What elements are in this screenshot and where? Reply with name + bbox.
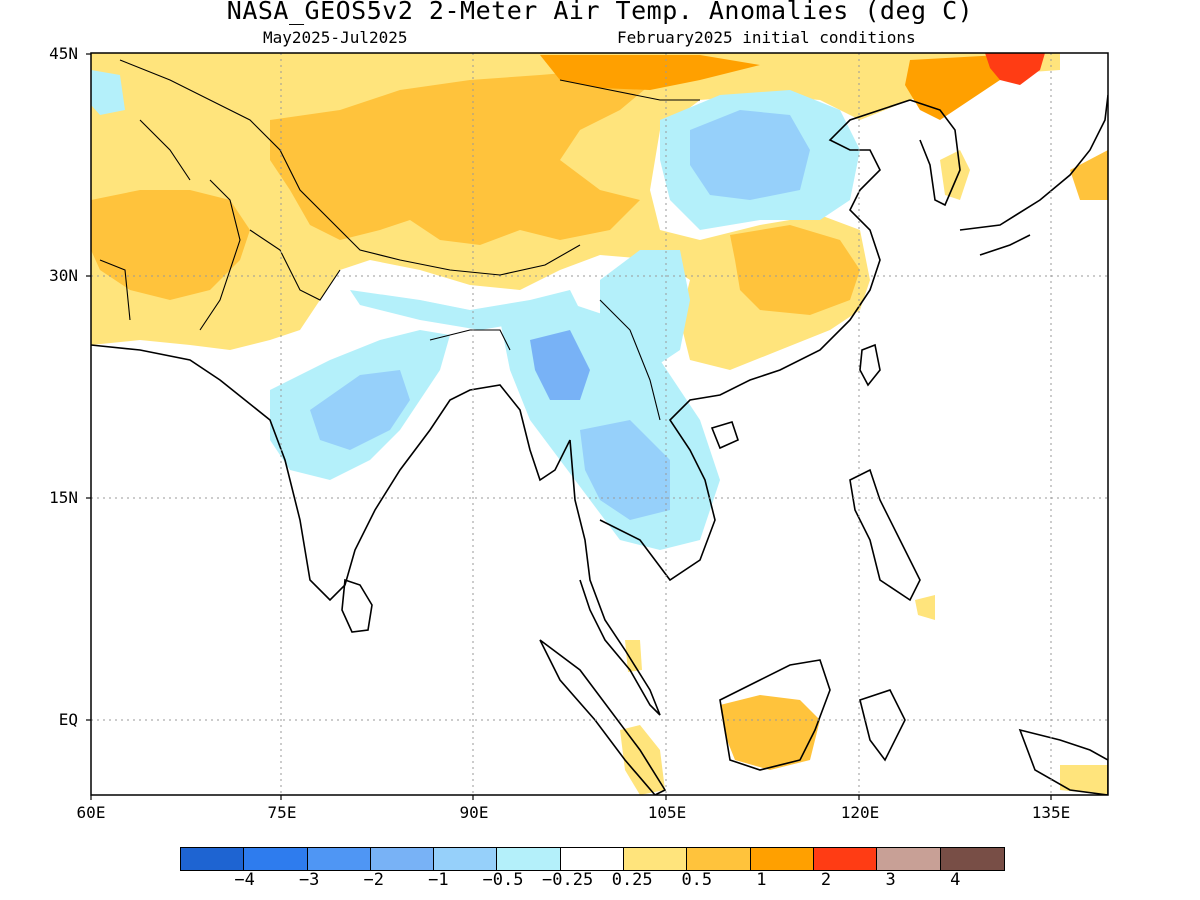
hainan xyxy=(710,421,739,450)
colorbar-swatch-11 xyxy=(877,848,941,870)
colorbar-swatch-0 xyxy=(181,848,245,870)
borneo xyxy=(719,659,831,771)
coastlines xyxy=(91,59,1108,795)
warm-anomaly-layer xyxy=(91,53,1108,795)
colorbar-swatch-3 xyxy=(370,848,435,870)
initial-conditions: February2025 initial conditions xyxy=(617,28,916,47)
lat-label-15n: 15N xyxy=(49,488,78,507)
taiwan xyxy=(859,343,881,387)
colorbar-swatch-12 xyxy=(940,848,1004,870)
lon-label-105e: 105E xyxy=(647,803,687,822)
philippines xyxy=(849,468,921,602)
sulawesi-warm xyxy=(915,595,935,620)
lon-label-60e: 60E xyxy=(76,803,106,822)
sumatra xyxy=(539,639,667,795)
colorbar-swatch-2 xyxy=(307,848,371,870)
indochina-cool-core xyxy=(580,420,670,520)
afghanistan-warm-core xyxy=(91,190,250,300)
lat-label-45n: 45N xyxy=(49,44,78,63)
colorbar-label-11: 4 xyxy=(950,870,961,890)
korea-warm xyxy=(940,150,970,200)
kamchatka-edge-warm xyxy=(1070,150,1108,200)
tibet-warm-core xyxy=(270,70,650,245)
sichuan-cool xyxy=(600,250,690,370)
lon-label-75e: 75E xyxy=(267,803,297,822)
india-coastline xyxy=(91,344,571,602)
colorbar-swatch-10 xyxy=(813,848,878,870)
mongolia-warm-core xyxy=(540,55,760,90)
north-china-cool-core xyxy=(690,110,810,200)
colorbar-swatch-1 xyxy=(244,848,308,870)
lat-label-30n: 30N xyxy=(49,266,78,285)
grid-lines xyxy=(91,53,1108,795)
korea-coast xyxy=(909,99,961,207)
colorbar-swatch-7 xyxy=(624,848,688,870)
new-guinea-warm xyxy=(1060,765,1108,795)
colorbar-label-9: 2 xyxy=(820,870,832,890)
axis-ticks xyxy=(86,53,1052,800)
colorbar xyxy=(180,847,1005,871)
country-borders xyxy=(99,59,700,421)
colorbar-label-2: −2 xyxy=(363,870,385,890)
indochina-coast xyxy=(569,99,911,716)
colorbar-label-1: −3 xyxy=(298,870,320,890)
colorbar-label-0: −4 xyxy=(234,870,255,890)
sulawesi xyxy=(859,689,906,762)
forecast-period: May2025-Jul2025 xyxy=(263,28,408,47)
lon-label-135e: 135E xyxy=(1031,803,1071,822)
colorbar-label-7: 0.5 xyxy=(681,870,713,890)
colorbar-label-4: −0.5 xyxy=(482,870,524,890)
sumatra-warm xyxy=(620,725,665,795)
lat-label-eq: EQ xyxy=(58,710,78,729)
colorbar-label-3: −1 xyxy=(428,870,449,890)
chart-title: NASA_GEOS5v2 2-Meter Air Temp. Anomalies… xyxy=(226,0,974,25)
sri-lanka xyxy=(341,578,373,633)
myanmar-cool-core xyxy=(530,330,590,400)
map-frame xyxy=(90,52,1109,796)
colorbar-swatch-9 xyxy=(750,848,814,870)
malaya-warm xyxy=(625,640,642,672)
japan xyxy=(959,94,1108,256)
india-cool-core xyxy=(310,370,410,450)
lon-label-90e: 90E xyxy=(459,803,489,822)
borneo-warm xyxy=(720,695,820,770)
colorbar-swatch-6 xyxy=(560,848,625,870)
pakistan-cool-edge xyxy=(91,70,125,115)
new-guinea xyxy=(1018,728,1108,795)
colorbar-label-5: −0.25 xyxy=(542,870,594,890)
colorbar-swatch-4 xyxy=(434,848,498,870)
colorbar-label-10: 3 xyxy=(885,870,896,890)
cool-anomaly-layer xyxy=(91,70,860,550)
colorbar-label-6: 0.25 xyxy=(611,870,653,890)
lon-label-120e: 120E xyxy=(840,803,880,822)
east-china-warm xyxy=(730,225,860,315)
colorbar-swatch-5 xyxy=(497,848,561,870)
extreme-northeast xyxy=(985,53,1045,85)
colorbar-label-8: 1 xyxy=(756,870,767,890)
colorbar-swatch-8 xyxy=(687,848,751,870)
